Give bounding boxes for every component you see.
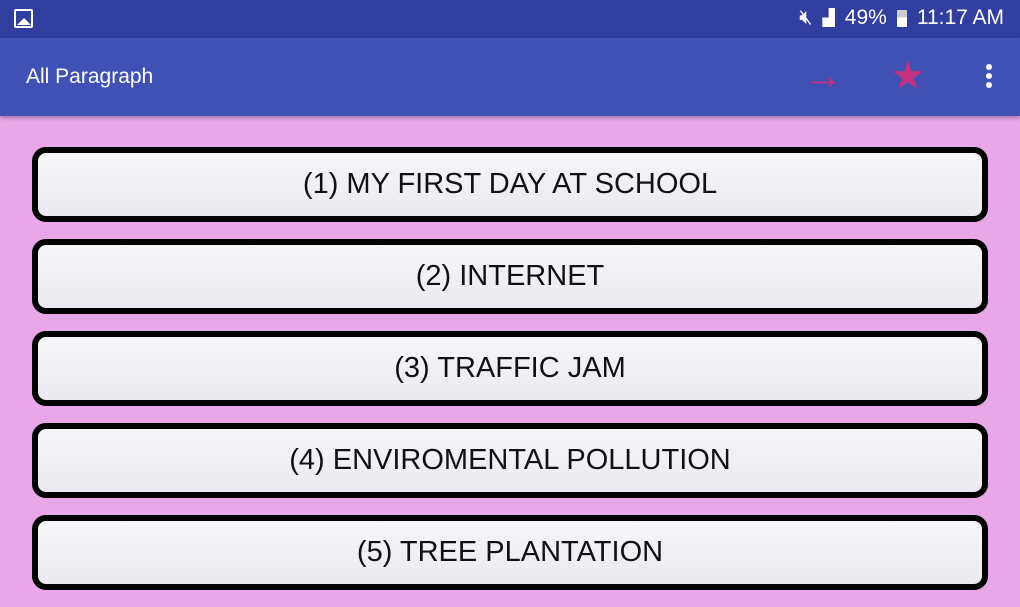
list-item[interactable]: (5) TREE PLANTATION [32,515,988,590]
mute-icon: 🔇︎ [799,6,813,29]
star-icon[interactable]: ★ [890,54,926,98]
signal-icon: ▟ [822,10,835,27]
status-bar: 🔇︎ ▟ 49% 11:17 AM [0,0,1020,38]
battery-percent: 49% [844,6,887,29]
app-bar: All Paragraph → ★ [0,38,1020,116]
more-options-icon[interactable] [986,64,992,91]
page-title: All Paragraph [26,65,154,88]
paragraph-list: (1) MY FIRST DAY AT SCHOOL (2) INTERNET … [32,147,988,607]
list-item[interactable]: (4) ENVIROMENTAL POLLUTION [32,423,988,498]
arrow-right-icon[interactable]: → [803,54,843,98]
image-notification-icon [14,9,33,28]
list-item[interactable]: (3) TRAFFIC JAM [32,331,988,406]
list-item[interactable]: (2) INTERNET [32,239,988,314]
list-item[interactable]: (1) MY FIRST DAY AT SCHOOL [32,147,988,222]
battery-icon [896,9,907,27]
clock: 11:17 AM [916,6,1004,29]
